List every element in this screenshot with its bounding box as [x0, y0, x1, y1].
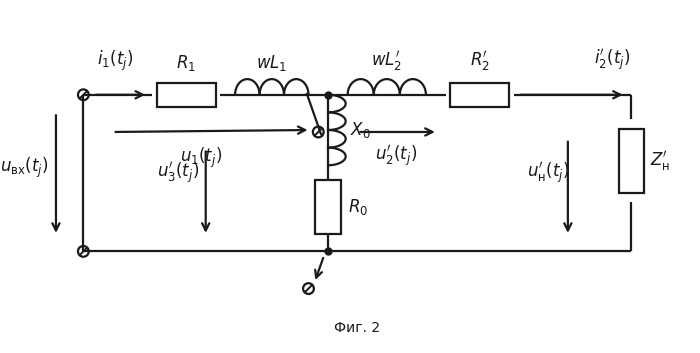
Text: $u_2'(t_j)$: $u_2'(t_j)$ — [375, 144, 418, 169]
Text: $u_3'(t_j)$: $u_3'(t_j)$ — [158, 161, 199, 186]
Text: $u_{\rm н}'(t_j)$: $u_{\rm н}'(t_j)$ — [527, 161, 570, 186]
Bar — [315, 180, 341, 234]
Bar — [450, 83, 509, 107]
Text: $R_0$: $R_0$ — [348, 197, 368, 217]
Bar — [619, 129, 644, 193]
Bar — [157, 83, 216, 107]
Text: $wL_1$: $wL_1$ — [256, 53, 288, 73]
Text: $i_1(t_j)$: $i_1(t_j)$ — [97, 49, 133, 73]
Text: $u_{\rm вх}(t_j)$: $u_{\rm вх}(t_j)$ — [0, 156, 49, 180]
Text: $R_1$: $R_1$ — [176, 53, 196, 73]
Text: Фиг. 2: Фиг. 2 — [335, 321, 381, 335]
Text: $R_2'$: $R_2'$ — [470, 49, 490, 73]
Text: $Z_{\rm н}'$: $Z_{\rm н}'$ — [650, 149, 671, 173]
Text: $u_1(t_j)$: $u_1(t_j)$ — [180, 146, 222, 170]
Text: $wL_2'$: $wL_2'$ — [371, 49, 402, 73]
Text: $i_2'(t_j)$: $i_2'(t_j)$ — [594, 48, 630, 73]
Text: $X_0$: $X_0$ — [349, 120, 370, 140]
